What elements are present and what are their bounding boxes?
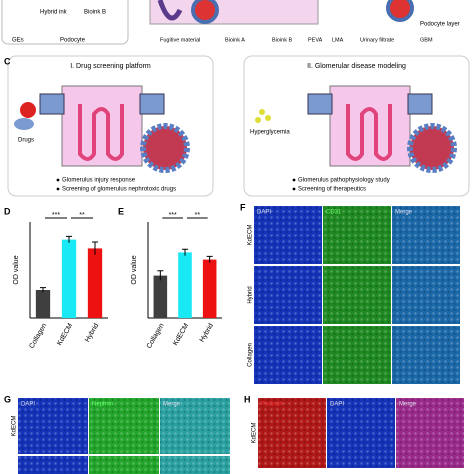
micrograph-texture <box>254 206 322 264</box>
panel-title: II. Glomerular disease modeling <box>307 63 406 70</box>
annotation: Hyperglycemia <box>250 130 290 136</box>
bullet <box>56 187 60 191</box>
bullet <box>292 187 296 191</box>
y-axis-label: OD value <box>13 255 20 284</box>
x-tick-label: KdECM <box>172 322 190 347</box>
error-bar <box>92 241 98 255</box>
x-tick-label: KdECM <box>56 322 74 347</box>
error-bar <box>40 287 46 293</box>
micrograph-texture <box>323 206 391 264</box>
x-tick-label: Hybrid <box>84 322 100 343</box>
legend-text: Bioink B <box>84 10 106 16</box>
legend-text: GEs <box>12 38 24 44</box>
column-label: DAPI <box>330 402 344 408</box>
device-right <box>255 85 457 173</box>
micrograph-texture <box>254 326 322 384</box>
bar <box>202 259 217 318</box>
micrograph-texture <box>327 398 395 468</box>
panel-label: C <box>4 56 11 66</box>
column-label: Podocin <box>261 402 283 408</box>
panel-label: G <box>4 394 11 404</box>
significance: ** <box>79 212 85 219</box>
bullet-text: Screening of therapeutics <box>298 187 366 193</box>
legend-text: Bioink B <box>272 37 293 43</box>
panel-label: D <box>4 206 11 216</box>
annotation: Podocyte layer <box>420 22 460 28</box>
glomerulus <box>386 0 414 22</box>
error-bar <box>157 270 164 281</box>
significance: *** <box>169 212 177 219</box>
micrograph-texture <box>18 456 88 474</box>
column-label: Merge <box>163 402 181 408</box>
panel-label: F <box>240 202 246 212</box>
column-label: Merge <box>399 402 417 408</box>
bar <box>61 239 77 318</box>
legend-text: LMA <box>332 37 344 43</box>
micrograph-texture <box>323 266 391 324</box>
legend-text: Podocyte <box>60 38 86 44</box>
panel-label: H <box>244 394 251 404</box>
micrograph-texture <box>392 266 460 324</box>
significance: ** <box>195 212 201 219</box>
bullet-text: Glomerulus pathophysiology study <box>298 178 390 184</box>
bullet-text: Screening of glomerulus nephrotoxic drug… <box>62 187 176 193</box>
column-label: CD31 <box>326 210 342 216</box>
micrograph-texture <box>254 266 322 324</box>
micrograph-texture <box>323 326 391 384</box>
bullet <box>292 178 296 182</box>
row-label: KdECM <box>252 423 258 444</box>
y-axis-label: OD value <box>131 255 138 284</box>
micrograph-texture <box>89 398 159 454</box>
row-label: Collagen <box>248 343 254 367</box>
column-label: Nephrin <box>92 402 113 408</box>
micrograph-texture <box>392 206 460 264</box>
panel-title: I. Drug screening platform <box>70 63 151 70</box>
micrograph-texture <box>89 456 159 474</box>
column-label: DAPI <box>257 210 271 216</box>
micrograph-texture <box>392 326 460 384</box>
row-label: Hybrid <box>248 286 254 303</box>
glomerulus <box>191 0 219 24</box>
micrograph-texture <box>258 398 326 468</box>
error-bar <box>206 255 213 263</box>
panel-a-frame <box>1 0 129 45</box>
micrograph-texture <box>396 398 464 468</box>
bar <box>153 275 168 318</box>
legend-text: Urinary filtrate <box>360 37 394 43</box>
bullet-text: Glomerulus injury response <box>62 178 136 184</box>
legend-text: GBM <box>420 37 433 43</box>
legend-text: PEVA <box>308 37 323 43</box>
device-left <box>14 85 190 173</box>
x-tick-label: Collagen <box>146 322 166 350</box>
bar <box>35 290 51 318</box>
device <box>149 0 319 25</box>
micrograph-texture <box>160 398 230 454</box>
x-tick-label: Collagen <box>28 322 48 350</box>
error-bar <box>182 248 188 256</box>
channel <box>157 0 183 21</box>
micrograph-texture <box>160 456 230 474</box>
x-tick-label: Hybrid <box>199 322 215 343</box>
panel-label: E <box>118 206 124 216</box>
column-label: Merge <box>395 210 413 216</box>
legend-text: Hybrid ink <box>40 10 68 16</box>
micrograph-texture <box>18 398 88 454</box>
row-label: KdECM <box>12 416 18 437</box>
legend-text: Bioink A <box>225 37 245 43</box>
legend-text: Fugitive material <box>160 37 200 43</box>
significance: *** <box>52 212 60 219</box>
column-label: DAPI <box>21 402 35 408</box>
bar <box>178 252 192 318</box>
error-bar <box>66 235 72 243</box>
bullet <box>56 178 60 182</box>
annotation: Drugs <box>18 138 34 144</box>
row-label: KdECM <box>248 225 254 246</box>
bar <box>87 248 103 318</box>
